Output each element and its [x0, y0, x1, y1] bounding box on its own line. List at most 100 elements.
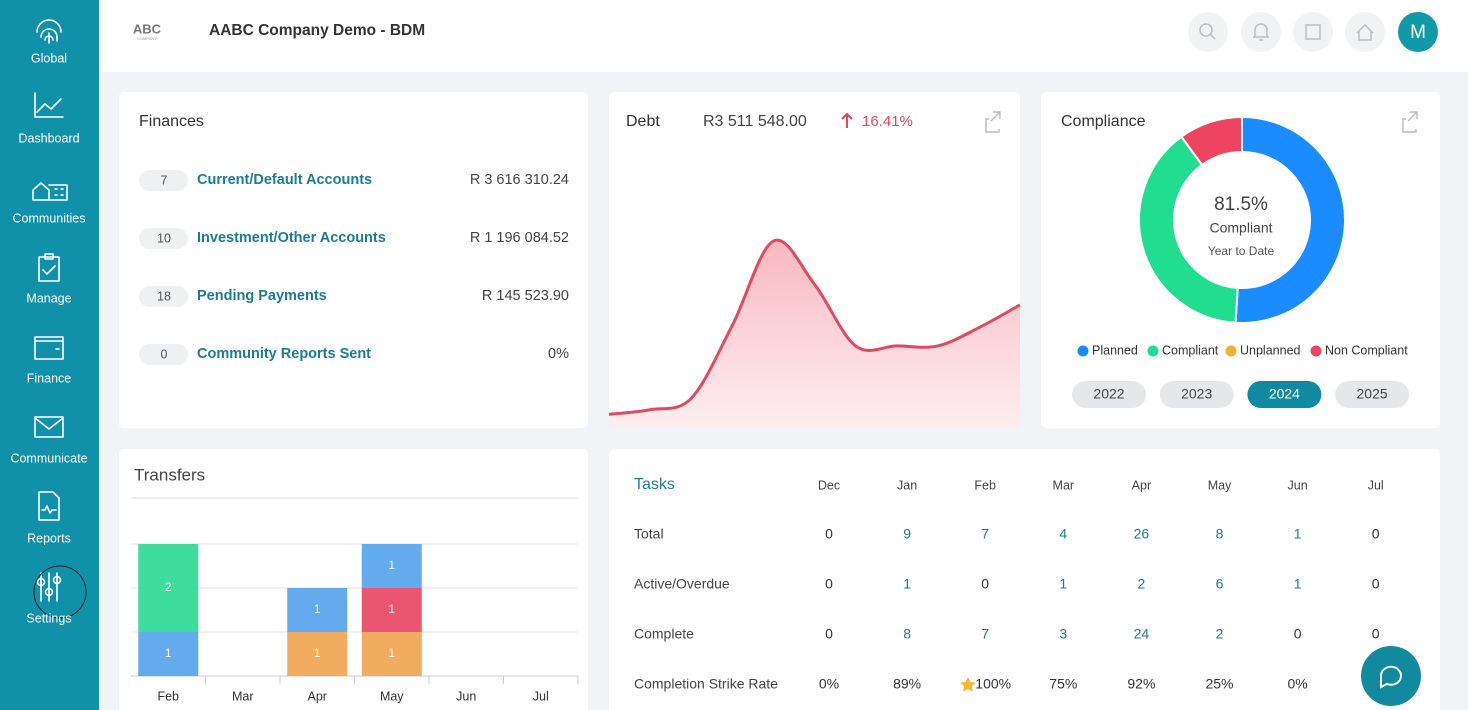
amount: R 3 616 310.24 — [470, 172, 569, 188]
nav-label[interactable]: Communities — [13, 211, 86, 225]
row-label: Total — [634, 526, 664, 542]
count-pill — [139, 344, 188, 365]
cell[interactable]: 26 — [1134, 526, 1150, 542]
bar-label: 1 — [389, 648, 395, 660]
legend-label: Planned — [1092, 343, 1138, 357]
account-link[interactable]: Pending Payments — [197, 288, 327, 304]
debt-area — [609, 240, 1020, 428]
year-button[interactable] — [1159, 381, 1234, 408]
donut-segment — [1180, 115, 1243, 167]
bar-segment — [361, 588, 422, 632]
x-tick-label: Jul — [533, 689, 549, 703]
legend-label: Compliant — [1162, 343, 1219, 357]
bar-label: 1 — [314, 648, 320, 660]
nav-label[interactable]: Global — [31, 51, 67, 65]
x-tick-label: Mar — [232, 689, 254, 703]
search-button[interactable] — [1188, 12, 1228, 52]
cell: 0% — [819, 676, 839, 692]
debt-card — [609, 92, 1020, 428]
amount: 0% — [548, 346, 569, 362]
chat-icon — [1379, 665, 1402, 689]
cell[interactable]: 7 — [981, 526, 989, 542]
header-title: AABC Company Demo - BDM — [209, 22, 425, 39]
home-button[interactable] — [1345, 12, 1385, 52]
bell-icon — [1253, 23, 1269, 41]
cell: 25% — [1205, 676, 1233, 692]
finances-title: Finances — [139, 113, 204, 130]
month-header: Jan — [897, 478, 917, 492]
nav-label[interactable]: Settings — [26, 611, 71, 625]
compliance-title: Compliance — [1061, 113, 1146, 130]
year-button[interactable] — [1247, 381, 1322, 408]
finances-card — [119, 92, 588, 428]
legend-label: Non Compliant — [1325, 343, 1408, 357]
account-link[interactable]: Community Reports Sent — [197, 346, 371, 362]
nav-label[interactable]: Manage — [26, 291, 71, 305]
cell[interactable]: 1 — [1294, 576, 1302, 592]
count: 0 — [161, 347, 168, 361]
logo: ABC — [133, 21, 162, 36]
year-button[interactable] — [1335, 381, 1410, 408]
count-pill — [139, 286, 188, 307]
calendar-button[interactable] — [1293, 12, 1333, 52]
transfers-title: Transfers — [134, 465, 205, 484]
cell: 89% — [893, 676, 921, 692]
tasks-card — [609, 449, 1440, 710]
cell[interactable]: 1 — [1059, 576, 1067, 592]
bar-segment — [138, 544, 199, 632]
debt-title: Debt — [626, 113, 660, 130]
bar-segment — [361, 544, 422, 588]
bar-label: 1 — [389, 560, 395, 572]
avatar[interactable] — [1398, 12, 1438, 52]
cell[interactable]: 2 — [1138, 576, 1146, 592]
year-button[interactable] — [1072, 381, 1146, 408]
bar-label: 2 — [165, 582, 171, 594]
open-link[interactable] — [985, 111, 1001, 133]
open-link[interactable] — [1402, 111, 1418, 133]
cell[interactable]: 2 — [1216, 626, 1224, 642]
cell[interactable]: 8 — [1216, 526, 1224, 542]
bar-label: 1 — [389, 604, 395, 616]
star-icon — [960, 677, 976, 692]
nav-label[interactable]: Communicate — [10, 451, 87, 465]
amount: R 1 196 084.52 — [470, 230, 569, 246]
donut-segment — [1138, 135, 1239, 324]
legend-label: Unplanned — [1240, 343, 1301, 357]
cell[interactable]: 1 — [1294, 526, 1302, 542]
row-label: Active/Overdue — [634, 576, 730, 592]
legend-dot — [1310, 345, 1322, 357]
account-link[interactable]: Current/Default Accounts — [197, 172, 372, 188]
bar-label: 1 — [314, 604, 320, 616]
sidebar — [0, 0, 99, 710]
month-header: Jun — [1288, 478, 1308, 492]
center-label: Compliant — [1209, 220, 1272, 236]
cell: 0 — [825, 626, 833, 642]
cell[interactable]: 7 — [981, 626, 989, 642]
cell[interactable]: 9 — [903, 526, 911, 542]
notifications-button[interactable] — [1241, 12, 1281, 52]
nav-label[interactable]: Reports — [27, 531, 71, 545]
cell[interactable]: 6 — [1216, 576, 1224, 592]
cell: 0 — [1372, 576, 1380, 592]
home-icon — [1356, 23, 1374, 41]
cell[interactable]: 1 — [903, 576, 911, 592]
cell: 0 — [825, 526, 833, 542]
count-pill — [139, 228, 188, 249]
chat-button[interactable] — [1361, 646, 1421, 706]
header — [99, 0, 1468, 72]
cell[interactable]: 8 — [903, 626, 911, 642]
content: 7 Current/Default Accounts R 3 616 310.24 1… — [131, 115, 1410, 703]
account-link[interactable]: Investment/Other Accounts — [197, 230, 386, 246]
bar-label: 1 — [165, 648, 171, 660]
cell: 0 — [1372, 626, 1380, 642]
nav-label[interactable]: Finance — [27, 371, 72, 385]
cell[interactable]: 3 — [1059, 626, 1067, 642]
cell[interactable]: 4 — [1059, 526, 1067, 542]
cell[interactable]: 24 — [1134, 626, 1150, 642]
count: 10 — [157, 231, 171, 245]
cell: 92% — [1127, 676, 1155, 692]
legend-dot — [1225, 345, 1237, 357]
nav-label[interactable]: Dashboard — [18, 131, 79, 145]
cursor-highlight — [33, 565, 87, 619]
